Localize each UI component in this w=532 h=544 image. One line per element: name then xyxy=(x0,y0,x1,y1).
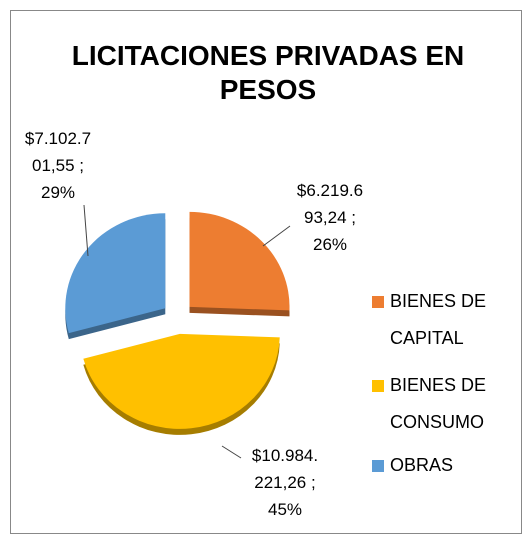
chart-title: LICITACIONES PRIVADAS EN PESOS xyxy=(72,40,465,105)
leader-line xyxy=(83,204,89,257)
text-line: 221,26 ; xyxy=(254,473,315,492)
text-line: BIENES DE xyxy=(390,375,486,395)
data-label: $10.984. 221,26 ; 45% xyxy=(252,446,318,519)
data-label: $6.219.6 93,24 ; 26% xyxy=(297,181,363,254)
legend-label: OBRAS xyxy=(390,455,453,475)
legend-label: BIENES DE CAPITAL xyxy=(390,291,486,348)
text-line: 26% xyxy=(313,235,347,254)
leader-line xyxy=(221,445,242,459)
text-line: 93,24 ; xyxy=(304,208,356,227)
slice xyxy=(189,211,290,311)
text-line: 29% xyxy=(41,183,75,202)
data-label: $7.102.7 01,55 ; 29% xyxy=(25,129,91,202)
slice xyxy=(83,333,280,429)
text-line: LICITACIONES PRIVADAS EN xyxy=(72,40,465,71)
text-line: CONSUMO xyxy=(390,412,484,432)
text-line: BIENES DE xyxy=(390,291,486,311)
text-line: 45% xyxy=(268,500,302,519)
text-line: $10.984. xyxy=(252,446,318,465)
text-line: CAPITAL xyxy=(390,328,464,348)
text-line: $6.219.6 xyxy=(297,181,363,200)
slice xyxy=(65,213,166,334)
text-line: OBRAS xyxy=(390,455,453,475)
legend-swatch xyxy=(372,380,384,392)
legend-label: BIENES DE CONSUMO xyxy=(390,375,486,432)
text-line: PESOS xyxy=(220,74,316,105)
leader-line xyxy=(262,225,291,247)
legend-swatch xyxy=(372,460,384,472)
text-line: $7.102.7 xyxy=(25,129,91,148)
legend-swatch xyxy=(372,296,384,308)
text-line: 01,55 ; xyxy=(32,156,84,175)
